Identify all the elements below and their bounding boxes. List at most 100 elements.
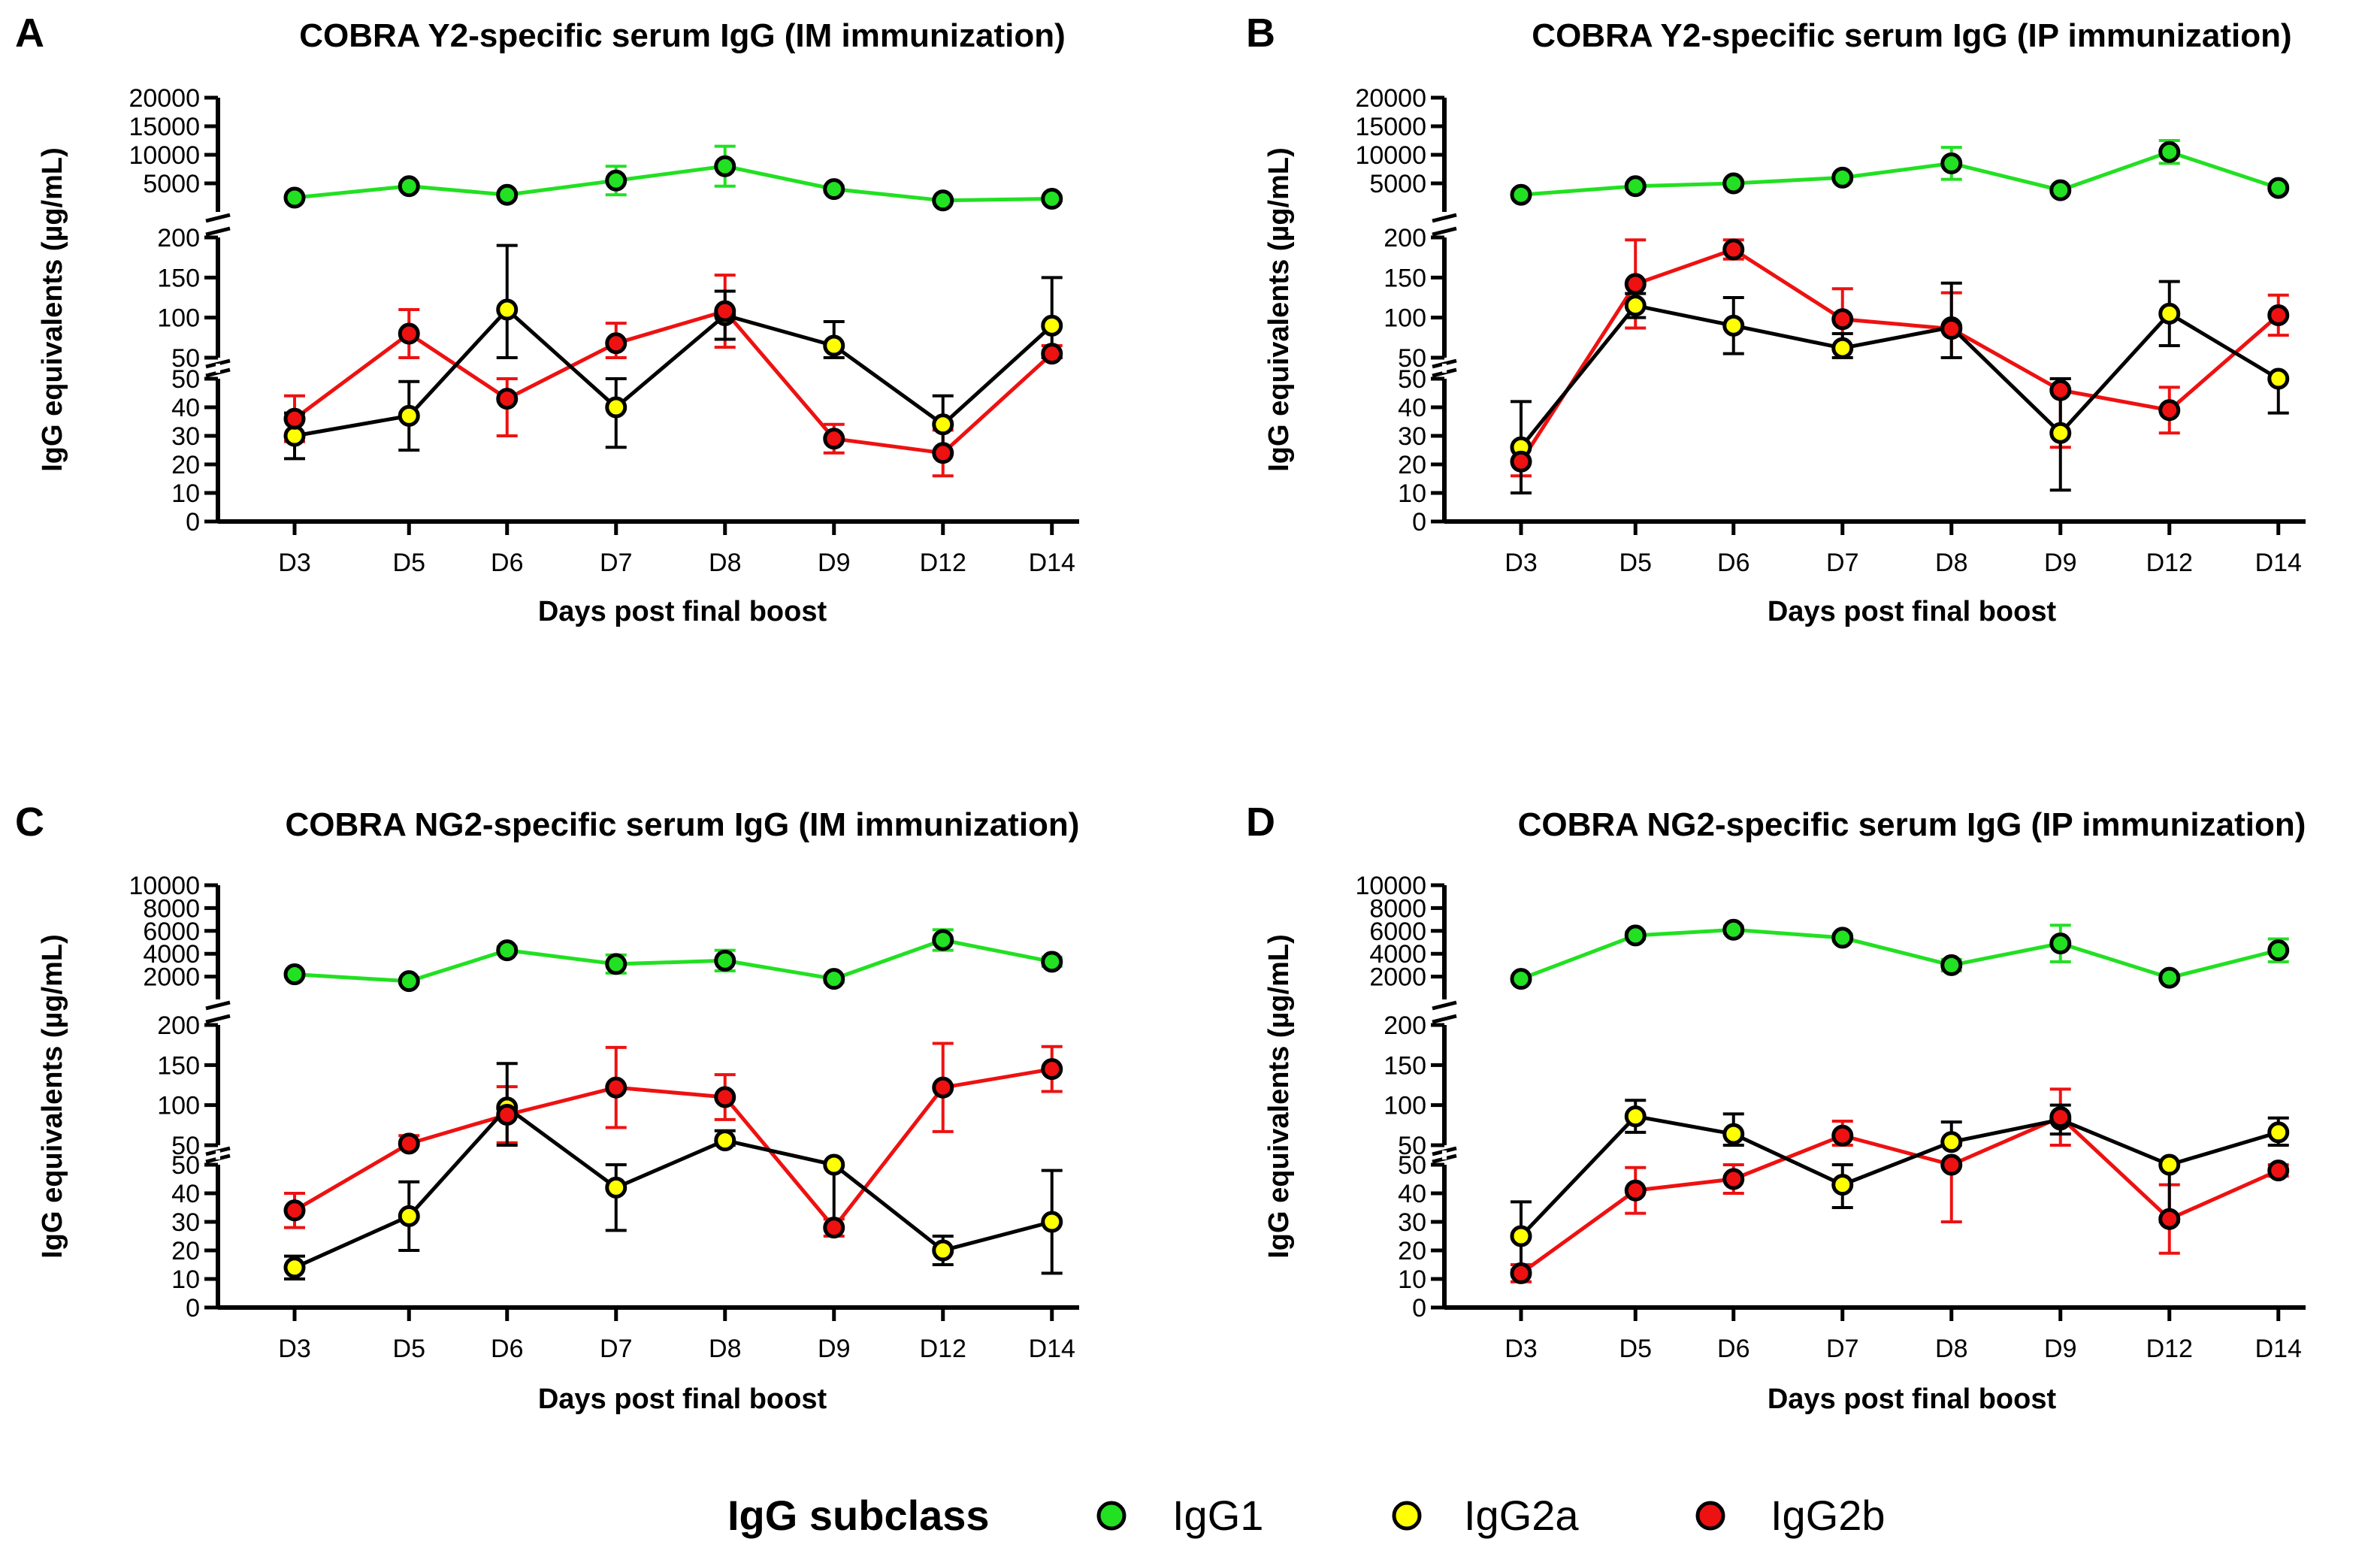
y-tick-label: 40: [171, 394, 200, 422]
point-igg1: [605, 953, 628, 975]
series-line-igg2a: [1520, 1114, 2279, 1238]
point-igg2a: [932, 413, 954, 436]
point-igg2a: [932, 1239, 954, 1262]
x-tick-label: D14: [2255, 1335, 2302, 1363]
point-igg1: [2158, 141, 2181, 163]
y-tick-label: 100: [157, 1092, 200, 1120]
x-tick-label: D9: [2044, 549, 2076, 577]
point-igg1: [1722, 918, 1745, 941]
point-igg1: [2267, 939, 2290, 962]
x-tick-label: D6: [491, 1335, 523, 1363]
x-tick-label: D6: [491, 549, 523, 577]
y-tick-label: 6000: [1369, 918, 1426, 946]
y-tick-label: 20: [171, 451, 200, 479]
y-tick-label: 2000: [1369, 963, 1426, 992]
point-igg2b: [714, 300, 736, 322]
y-tick-label: 30: [171, 1208, 200, 1237]
axis-break: [205, 1000, 231, 1011]
panel-B: B COBRA Y2-specific serum IgG (IP immuniz…: [1246, 11, 2306, 627]
panel-D: D COBRA NG2-specific serum IgG (IP immuni…: [1246, 800, 2306, 1415]
point-igg2b: [823, 428, 845, 450]
y-tick-label: 150: [157, 264, 200, 292]
point-igg2b: [823, 1217, 845, 1239]
y-tick-label: 50: [1398, 1132, 1426, 1160]
x-tick-label: D8: [709, 1335, 741, 1363]
point-igg1: [1831, 166, 1854, 189]
point-igg2a: [2267, 367, 2290, 390]
point-igg2b: [1624, 1179, 1647, 1202]
point-igg2a: [1510, 1225, 1532, 1247]
point-igg2b: [2267, 1159, 2290, 1182]
x-tick-label: D9: [818, 549, 850, 577]
axis-break: [205, 1014, 231, 1024]
axis-gap: [1442, 1008, 1447, 1017]
x-tick-label: D8: [709, 549, 741, 577]
point-igg2b: [1831, 1124, 1854, 1147]
y-tick-label: 50: [171, 344, 200, 373]
point-igg2a: [1722, 1123, 1745, 1145]
point-igg1: [1041, 188, 1063, 210]
point-igg2a: [398, 404, 420, 427]
y-tick-label: 100: [157, 304, 200, 333]
point-igg1: [1722, 172, 1745, 195]
point-igg2a: [1041, 1211, 1063, 1233]
panel-title: COBRA Y2-specific serum IgG (IM immuniza…: [299, 17, 1065, 54]
point-igg2b: [1940, 318, 1963, 340]
point-igg2b: [932, 1076, 954, 1099]
point-igg1: [398, 175, 420, 198]
point-igg2b: [398, 1132, 420, 1155]
legend-marker-igg2a: [1392, 1501, 1422, 1531]
y-tick-label: 200: [157, 1011, 200, 1040]
series-line-igg2a: [293, 1105, 1053, 1270]
y-tick-label: 10: [1398, 1265, 1426, 1294]
x-tick-label: D7: [1826, 1335, 1858, 1363]
point-igg2b: [1624, 273, 1647, 295]
x-tick-label: D9: [2044, 1335, 2076, 1363]
x-tick-label: D12: [920, 549, 966, 577]
panel-letter: C: [15, 800, 44, 845]
point-igg2b: [714, 1086, 736, 1108]
x-axis-label: Days post final boost: [1768, 596, 2057, 627]
legend-label-igg2b: IgG2b: [1771, 1492, 1886, 1539]
point-igg2a: [2158, 1153, 2181, 1176]
panel-title: COBRA NG2-specific serum IgG (IP immuniz…: [1518, 806, 2306, 843]
panel-C: C COBRA NG2-specific serum IgG (IM immuni…: [15, 800, 1079, 1415]
y-tick-label: 4000: [143, 940, 200, 969]
x-tick-label: D7: [600, 1335, 632, 1363]
y-tick-label: 50: [171, 1151, 200, 1180]
y-tick-label: 0: [186, 1294, 200, 1323]
y-tick-label: 20: [1398, 1237, 1426, 1265]
point-igg1: [932, 189, 954, 212]
point-igg2b: [932, 442, 954, 464]
y-tick-label: 20: [1398, 451, 1426, 479]
point-igg2a: [1722, 314, 1745, 337]
panel-title: COBRA NG2-specific serum IgG (IM immuniz…: [286, 806, 1080, 843]
point-igg1: [398, 970, 420, 993]
series-line-igg2b: [1520, 1114, 2279, 1275]
point-igg2a: [823, 334, 845, 357]
point-igg2a: [283, 1256, 306, 1279]
x-tick-label: D12: [2146, 1335, 2193, 1363]
axis-break: [1432, 1014, 1457, 1024]
point-igg2a: [1624, 295, 1647, 317]
y-axis-label: IgG equivalents (µg/mL): [37, 147, 68, 472]
point-igg2b: [398, 322, 420, 345]
point-igg2a: [398, 1205, 420, 1227]
point-igg2b: [1940, 1153, 1963, 1176]
axis-break: [1432, 1000, 1457, 1011]
point-igg2b: [2158, 399, 2181, 422]
y-tick-label: 40: [1398, 1180, 1426, 1208]
point-igg1: [1940, 954, 1963, 976]
y-tick-label: 150: [157, 1051, 200, 1080]
y-tick-label: 2000: [143, 963, 200, 992]
x-tick-label: D7: [1826, 549, 1858, 577]
point-igg1: [1510, 183, 1532, 206]
x-tick-label: D5: [1619, 549, 1652, 577]
y-tick-label: 200: [1384, 224, 1426, 252]
y-tick-label: 8000: [1369, 894, 1426, 923]
point-igg2a: [1831, 337, 1854, 359]
point-igg2b: [2158, 1208, 2181, 1230]
panel-letter: D: [1246, 800, 1275, 845]
x-tick-label: D7: [600, 549, 632, 577]
y-tick-label: 150: [1384, 264, 1426, 292]
